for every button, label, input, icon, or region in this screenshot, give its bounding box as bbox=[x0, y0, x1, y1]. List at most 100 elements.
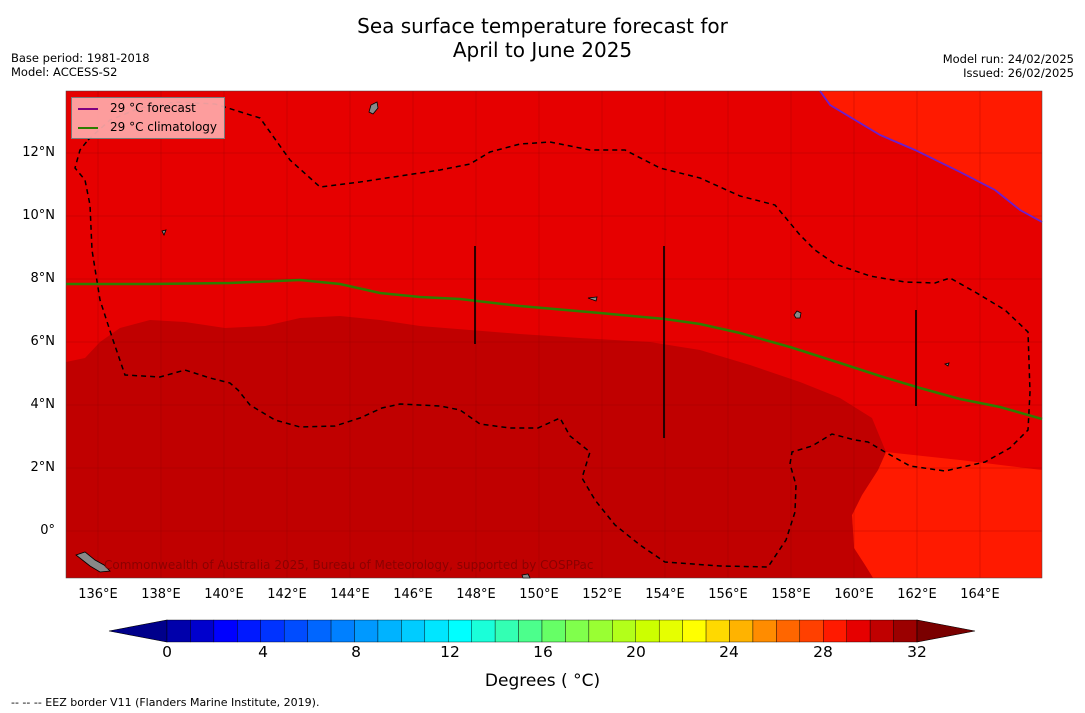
y-tick: 8°N bbox=[30, 271, 56, 286]
colorbar-bin bbox=[893, 619, 918, 643]
x-tick: 146°E bbox=[393, 587, 433, 602]
sst-field-cooler-ne bbox=[820, 91, 1042, 222]
island-kosrae bbox=[944, 362, 950, 367]
x-tick: 150°E bbox=[519, 587, 559, 602]
colorbar-bin bbox=[635, 619, 660, 643]
y-tick: 0° bbox=[40, 523, 55, 538]
colorbar-bin bbox=[799, 619, 824, 643]
colorbar-tick: 24 bbox=[719, 643, 739, 661]
colorbar-bin bbox=[283, 619, 308, 643]
legend: 29 °C forecast 29 °C climatology bbox=[71, 97, 225, 139]
x-tick: 162°E bbox=[897, 587, 937, 602]
eez-note: -- -- -- EEZ border V11 (Flanders Marine… bbox=[11, 696, 320, 709]
vertical-markers bbox=[474, 246, 917, 438]
x-tick: 144°E bbox=[330, 587, 370, 602]
colorbar-tick: 20 bbox=[626, 643, 646, 661]
colorbar-bin bbox=[307, 619, 332, 643]
legend-forecast-label: 29 °C forecast bbox=[110, 101, 196, 115]
y-tick: 2°N bbox=[30, 460, 56, 475]
colorbar-label: Degrees ( °C) bbox=[484, 671, 601, 691]
colorbar-bin bbox=[166, 619, 191, 643]
title-line-2: April to June 2025 bbox=[452, 38, 633, 62]
base-period: Base period: 1981-2018 bbox=[11, 51, 150, 65]
x-tick: 154°E bbox=[645, 587, 685, 602]
y-tick: 10°N bbox=[22, 208, 55, 223]
colorbar-bin bbox=[541, 619, 566, 643]
colorbar-tick: 12 bbox=[440, 643, 460, 661]
colorbar-bin bbox=[448, 619, 472, 643]
colorbar-bin bbox=[588, 619, 613, 643]
legend-climatology: 29 °C climatology bbox=[78, 119, 217, 135]
issued-date: Issued: 26/02/2025 bbox=[963, 66, 1074, 80]
colorbar-bin bbox=[752, 619, 777, 643]
colorbar-bin bbox=[776, 619, 801, 643]
island-pohnpei bbox=[793, 310, 802, 319]
colorbar-bin bbox=[658, 619, 683, 643]
island-small-2 bbox=[587, 296, 598, 302]
x-tick: 158°E bbox=[771, 587, 811, 602]
colorbar-over-arrow bbox=[916, 619, 976, 643]
sst-field-cooler-se bbox=[852, 452, 1042, 578]
x-tick: 136°E bbox=[78, 587, 118, 602]
colorbar bbox=[108, 619, 976, 643]
colorbar-bin bbox=[424, 619, 449, 643]
map-frame bbox=[65, 90, 1043, 579]
colorbar-bin bbox=[330, 619, 355, 643]
colorbar-bin bbox=[354, 619, 379, 643]
colorbar-bin bbox=[401, 619, 426, 643]
colorbar-tick: 8 bbox=[351, 643, 361, 661]
x-tick: 138°E bbox=[141, 587, 181, 602]
island-guam bbox=[368, 101, 379, 115]
legend-climatology-swatch bbox=[78, 126, 98, 129]
chart-title: Sea surface temperature forecast for Apr… bbox=[0, 14, 1085, 62]
colorbar-under-arrow bbox=[108, 619, 168, 643]
model-info: Base period: 1981-2018 Model: ACCESS-S2 bbox=[11, 51, 150, 79]
x-tick: 160°E bbox=[834, 587, 874, 602]
colorbar-tick: 28 bbox=[813, 643, 833, 661]
y-tick: 4°N bbox=[30, 397, 56, 412]
x-tick: 156°E bbox=[708, 587, 748, 602]
colorbar-bin bbox=[518, 619, 543, 643]
island-small-1 bbox=[161, 229, 167, 236]
x-tick: 164°E bbox=[960, 587, 1000, 602]
colorbar-tick: 0 bbox=[162, 643, 172, 661]
colorbar-bin bbox=[494, 619, 519, 643]
colorbar-bin bbox=[682, 619, 707, 643]
credit-text: Commonwealth of Australia 2025, Bureau o… bbox=[104, 558, 594, 572]
model-run-date: Model run: 24/02/2025 bbox=[942, 52, 1074, 66]
climatology-29c-contour bbox=[66, 278, 1043, 421]
colorbar-bin bbox=[471, 619, 496, 643]
legend-forecast: 29 °C forecast bbox=[78, 100, 196, 116]
colorbar-bin bbox=[213, 619, 238, 643]
colorbar-tick: 32 bbox=[907, 643, 927, 661]
title-line-1: Sea surface temperature forecast for bbox=[357, 14, 728, 38]
y-tick: 6°N bbox=[30, 334, 56, 349]
colorbar-bin bbox=[612, 619, 636, 643]
colorbar-bin bbox=[846, 619, 871, 643]
legend-forecast-swatch bbox=[78, 107, 98, 110]
island-new-guinea-tip bbox=[75, 551, 111, 573]
colorbar-bin bbox=[190, 619, 215, 643]
colorbar-bin bbox=[377, 619, 402, 643]
y-tick: 12°N bbox=[22, 145, 55, 160]
colorbar-bin bbox=[869, 619, 894, 643]
x-tick: 140°E bbox=[204, 587, 244, 602]
forecast-29c-contour bbox=[819, 90, 1043, 223]
legend-climatology-label: 29 °C climatology bbox=[110, 120, 218, 134]
colorbar-bin bbox=[565, 619, 590, 643]
x-tick: 152°E bbox=[582, 587, 622, 602]
colorbar-bin bbox=[237, 619, 261, 643]
colorbar-tick: 16 bbox=[533, 643, 553, 661]
map-grid bbox=[66, 91, 1042, 578]
x-tick: 148°E bbox=[456, 587, 496, 602]
run-info: Model run: 24/02/2025 Issued: 26/02/2025 bbox=[943, 52, 1074, 80]
x-tick: 142°E bbox=[267, 587, 307, 602]
colorbar-bin bbox=[729, 619, 754, 643]
sst-map bbox=[65, 90, 1043, 579]
colorbar-bin bbox=[705, 619, 730, 643]
sst-field-warmest bbox=[66, 316, 886, 578]
model-name: Model: ACCESS-S2 bbox=[11, 65, 118, 79]
colorbar-bin bbox=[260, 619, 285, 643]
islands bbox=[75, 101, 950, 579]
